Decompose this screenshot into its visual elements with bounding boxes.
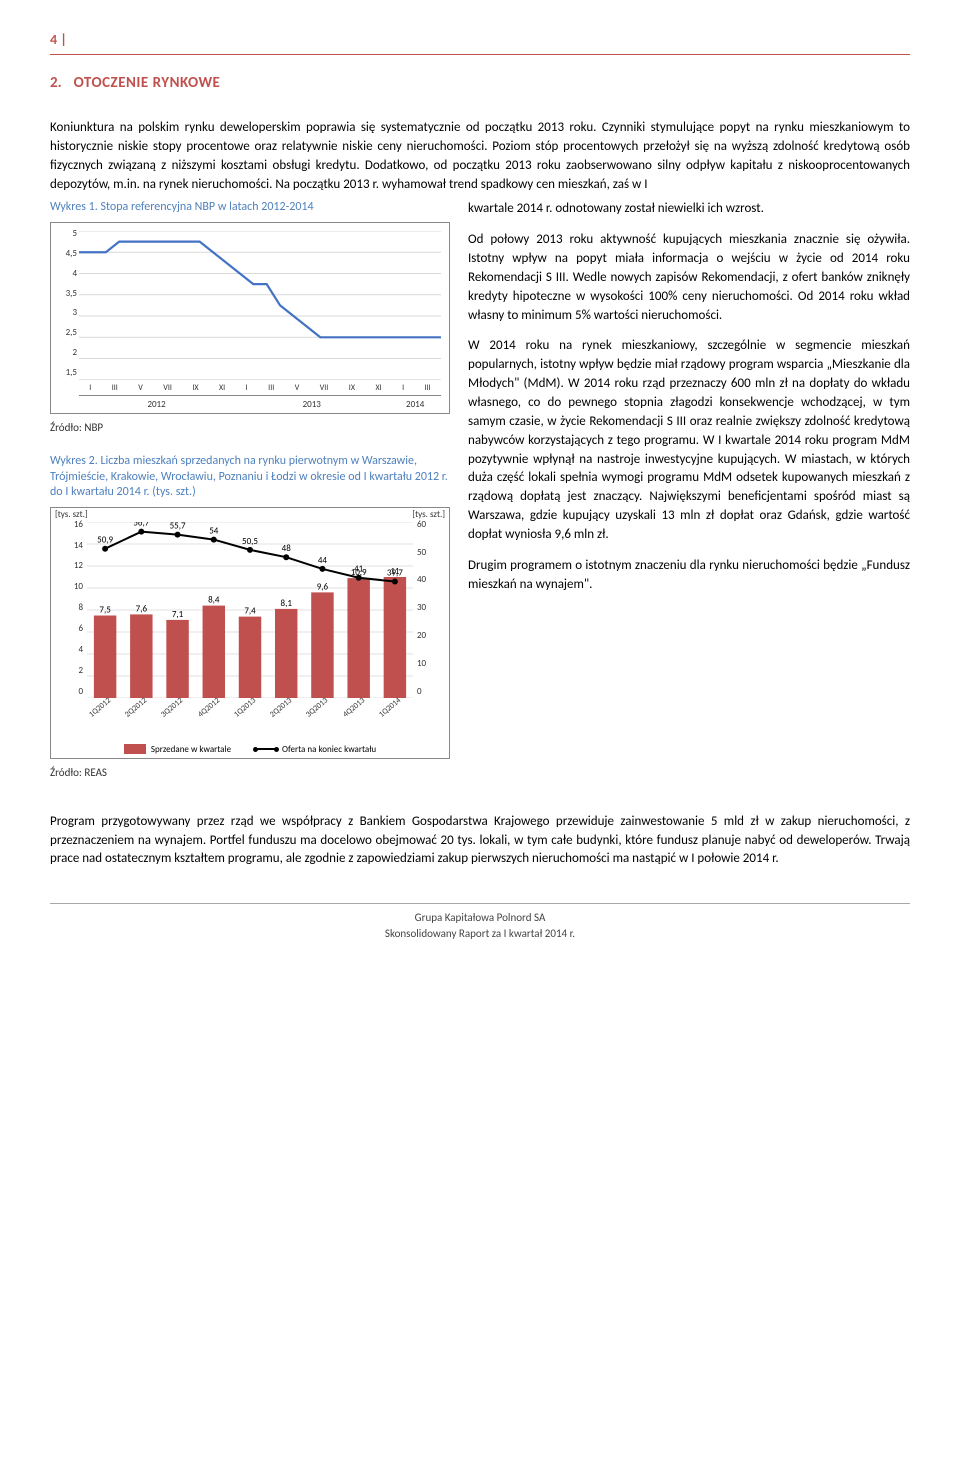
two-column-layout: Wykres 1. Stopa referencyjna NBP w latac… [50, 200, 910, 798]
chart2-plot: 7,57,67,18,47,48,19,610,911 50,956,755,7… [87, 522, 413, 698]
legend-bars-label: Sprzedane w kwartale [151, 743, 231, 756]
chart2-title: Wykres 2. Liczba mieszkań sprzedanych na… [50, 454, 450, 501]
svg-text:7,6: 7,6 [136, 603, 148, 614]
footer-line2: Skonsolidowany Raport za I kwartał 2014 … [50, 926, 910, 942]
left-column: Wykres 1. Stopa referencyjna NBP w latac… [50, 200, 450, 798]
chart2-container: [tys. szt.] [tys. szt.] 1614121086420 60… [50, 507, 450, 759]
body-paragraph-4: Drugim programem o istotnym znaczeniu dl… [468, 557, 910, 595]
chart2-y1-axis: 1614121086420 [55, 518, 83, 698]
svg-text:44: 44 [318, 555, 328, 566]
svg-text:7,4: 7,4 [244, 605, 256, 616]
svg-text:8,1: 8,1 [281, 598, 293, 609]
intro-paragraph: Koniunktura na polskim rynku dewelopersk… [50, 119, 910, 194]
chart1-title: Wykres 1. Stopa referencyjna NBP w latac… [50, 200, 450, 216]
page-number: 4 | [50, 30, 910, 50]
footer-paragraph: Program przygotowywany przez rząd we wsp… [50, 813, 910, 870]
svg-text:54: 54 [209, 525, 219, 536]
page-footer: Grupa Kapitałowa Polnord SA Skonsolidowa… [50, 903, 910, 942]
svg-text:7,1: 7,1 [172, 609, 184, 620]
svg-text:56,7: 56,7 [133, 522, 149, 529]
body-paragraph-2: Od połowy 2013 roku aktywność kupujących… [468, 231, 910, 325]
svg-text:50,9: 50,9 [97, 534, 113, 545]
chart1-plot [79, 231, 441, 380]
legend-line-label: Oferta na koniec kwartału [282, 743, 376, 756]
chart2-bars [94, 577, 406, 698]
chart2-legend: Sprzedane w kwartale Oferta na koniec kw… [51, 743, 449, 756]
chart1-source: Źródło: NBP [50, 420, 450, 436]
footer-line1: Grupa Kapitałowa Polnord SA [50, 910, 910, 926]
chart2-source: Źródło: REAS [50, 765, 450, 781]
svg-text:8,4: 8,4 [208, 594, 220, 605]
chart1-line [79, 242, 441, 338]
chart1-x-ticks: IIIIVVIIIXXIIIIIVVIIIXXIIIII [79, 383, 441, 395]
section-number: 2. [50, 73, 62, 95]
chart1: 54,543,532,521,5 IIIIVVIIIXXIIIIIVVIIIXX… [51, 223, 449, 413]
svg-text:50,5: 50,5 [242, 536, 258, 547]
section-title: OTOCZENIE RYNKOWE [74, 73, 221, 95]
chart2-y2-axis: 6050403020100 [417, 518, 445, 698]
chart2: [tys. szt.] [tys. szt.] 1614121086420 60… [51, 508, 449, 758]
svg-text:7,5: 7,5 [99, 604, 111, 615]
svg-text:55,7: 55,7 [170, 522, 186, 532]
svg-text:41: 41 [354, 563, 364, 574]
svg-text:39,7: 39,7 [387, 567, 403, 578]
section-header: 2. OTOCZENIE RYNKOWE [50, 73, 910, 95]
chart1-y-axis: 54,543,532,521,5 [57, 227, 77, 379]
chart1-year-labels: 201220132014 [79, 395, 441, 411]
chart2-legend-line: Oferta na koniec kwartału [255, 743, 376, 756]
legend-bar-swatch [124, 744, 146, 754]
body-paragraph-1: kwartale 2014 r. odnotowany został niewi… [468, 200, 910, 219]
header-rule [50, 54, 910, 55]
legend-line-swatch [255, 748, 277, 750]
svg-text:48: 48 [282, 543, 292, 554]
chart1-container: 54,543,532,521,5 IIIIVVIIIXXIIIIIVVIIIXX… [50, 222, 450, 414]
chart2-legend-bars: Sprzedane w kwartale [124, 743, 231, 756]
chart2-x-axis: 1Q20122Q20123Q20124Q20121Q20132Q20133Q20… [87, 700, 413, 730]
body-paragraph-3: W 2014 roku na rynek mieszkaniowy, szcze… [468, 337, 910, 544]
right-column: kwartale 2014 r. odnotowany został niewi… [468, 200, 910, 798]
svg-text:9,6: 9,6 [317, 581, 329, 592]
